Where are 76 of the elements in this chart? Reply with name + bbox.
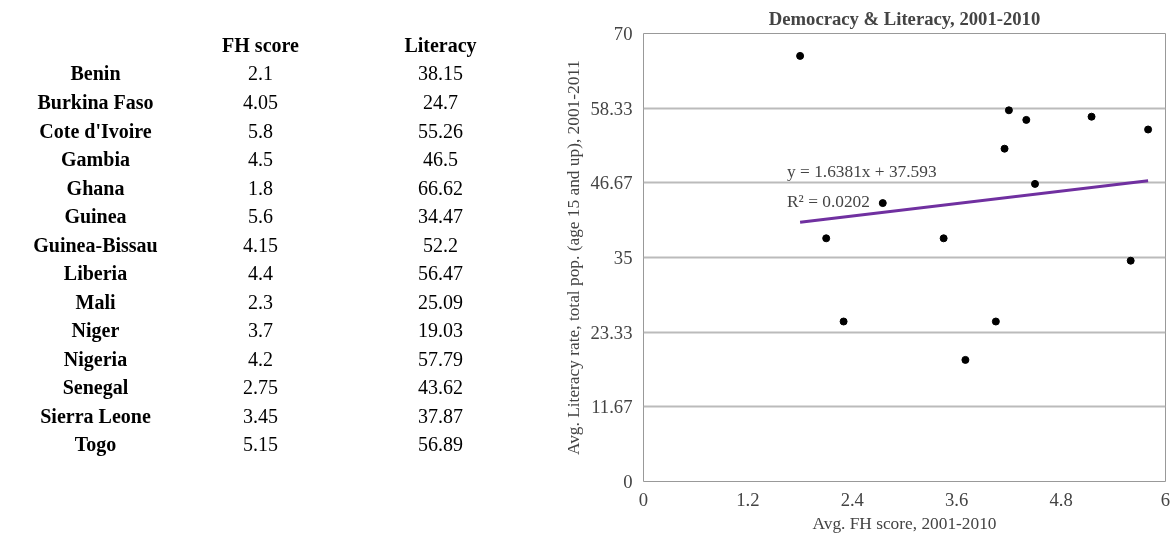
point <box>1087 112 1096 121</box>
data-label: 24.7 <box>423 90 458 113</box>
point <box>878 199 887 208</box>
annotation: y = 1.6381x + 37.593 <box>787 161 937 181</box>
x-tick-label: 1.2 <box>736 488 760 510</box>
category-label: Nigeria <box>63 347 128 371</box>
category-label: Benin <box>70 62 121 85</box>
category-label: Cote d'Ivoire <box>39 119 152 142</box>
data-label: 56.89 <box>418 433 463 456</box>
category-label: Gambia <box>61 148 130 171</box>
data-label: 4.5 <box>248 148 273 171</box>
data-label: 4.05 <box>243 90 278 113</box>
y-tick-label: 58.33 <box>590 97 633 119</box>
x-tick-label: 6 <box>1160 488 1171 510</box>
point <box>961 355 970 364</box>
data-label: 5.8 <box>248 119 273 142</box>
x-tick-label: 2.4 <box>840 488 865 510</box>
data-label: 52.2 <box>423 233 458 256</box>
data-label: 56.47 <box>418 262 463 285</box>
category-label: Mali <box>75 290 116 313</box>
point <box>1004 106 1013 115</box>
data-label: 1.8 <box>248 176 273 199</box>
x-tick-label: 4.8 <box>1049 488 1073 510</box>
point <box>822 234 831 243</box>
data-label: 4.4 <box>248 262 273 285</box>
y-tick-label: 0 <box>623 471 633 492</box>
data-label: 43.62 <box>418 376 463 399</box>
point <box>939 234 948 243</box>
point <box>991 317 1000 326</box>
category-label: Guinea <box>64 205 127 228</box>
data-label: 5.15 <box>243 433 278 456</box>
annotation: R² = 0.0202 <box>787 191 870 211</box>
category-label: Togo <box>74 433 117 457</box>
data-label: 55.26 <box>418 119 463 142</box>
point <box>796 51 805 60</box>
data-label: 2.75 <box>243 376 278 399</box>
point <box>1144 125 1153 134</box>
chart-title: Democracy & Literacy, 2001-2010 <box>768 7 1041 29</box>
x-tick-label: 3.6 <box>945 488 969 510</box>
data-label: 38.15 <box>418 62 463 85</box>
category-label: Sierra Leone <box>40 404 151 427</box>
data-label: 34.47 <box>418 205 463 228</box>
category-label: Burkina Faso <box>37 90 154 113</box>
y-tick-label: 23.33 <box>590 321 633 343</box>
x-tick-label: 0 <box>638 488 649 510</box>
data-label: 19.03 <box>418 319 463 342</box>
point <box>839 317 848 326</box>
text: FH score <box>222 33 300 56</box>
y-tick-label: 11.67 <box>591 396 633 418</box>
data-label: 37.87 <box>418 404 463 427</box>
data-label: 66.62 <box>418 176 463 199</box>
data-label: 4.15 <box>243 233 278 256</box>
y-axis-title: Avg. Literacy rate, total pop. (age 15 and up), 2001-2011 <box>563 59 583 456</box>
data-label: 4.2 <box>248 347 273 370</box>
category-label: Ghana <box>66 176 125 199</box>
data-label: 25.09 <box>418 290 463 313</box>
point <box>1000 144 1009 153</box>
data-label: 5.6 <box>248 205 273 228</box>
category-label: Niger <box>71 319 120 343</box>
x-axis-title: Avg. FH score, 2001-2010 <box>812 513 997 533</box>
point <box>1126 256 1135 265</box>
data-label: 3.45 <box>243 404 278 427</box>
data-label: 57.79 <box>418 347 463 370</box>
y-tick-label: 70 <box>613 23 633 44</box>
point <box>1022 115 1031 124</box>
text: Literacy <box>404 33 477 57</box>
data-label: 46.5 <box>423 148 458 171</box>
y-tick-label: 46.67 <box>590 172 633 194</box>
category-label: Guinea-Bissau <box>33 233 158 256</box>
data-label: 3.7 <box>248 319 273 342</box>
category-label: Liberia <box>63 262 128 285</box>
point <box>1031 179 1039 188</box>
y-tick-label: 35 <box>613 247 633 268</box>
data-label: 2.3 <box>248 290 273 313</box>
data-label: 2.1 <box>248 62 273 85</box>
category-label: Senegal <box>62 376 129 400</box>
